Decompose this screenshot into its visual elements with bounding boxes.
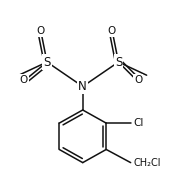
- Text: S: S: [115, 55, 122, 69]
- Text: O: O: [36, 26, 45, 36]
- Text: CH₂Cl: CH₂Cl: [133, 158, 161, 168]
- Text: O: O: [108, 26, 116, 36]
- Text: O: O: [19, 75, 28, 85]
- Text: Cl: Cl: [133, 118, 144, 128]
- Text: N: N: [78, 80, 87, 93]
- Text: S: S: [43, 55, 51, 69]
- Text: O: O: [134, 75, 142, 85]
